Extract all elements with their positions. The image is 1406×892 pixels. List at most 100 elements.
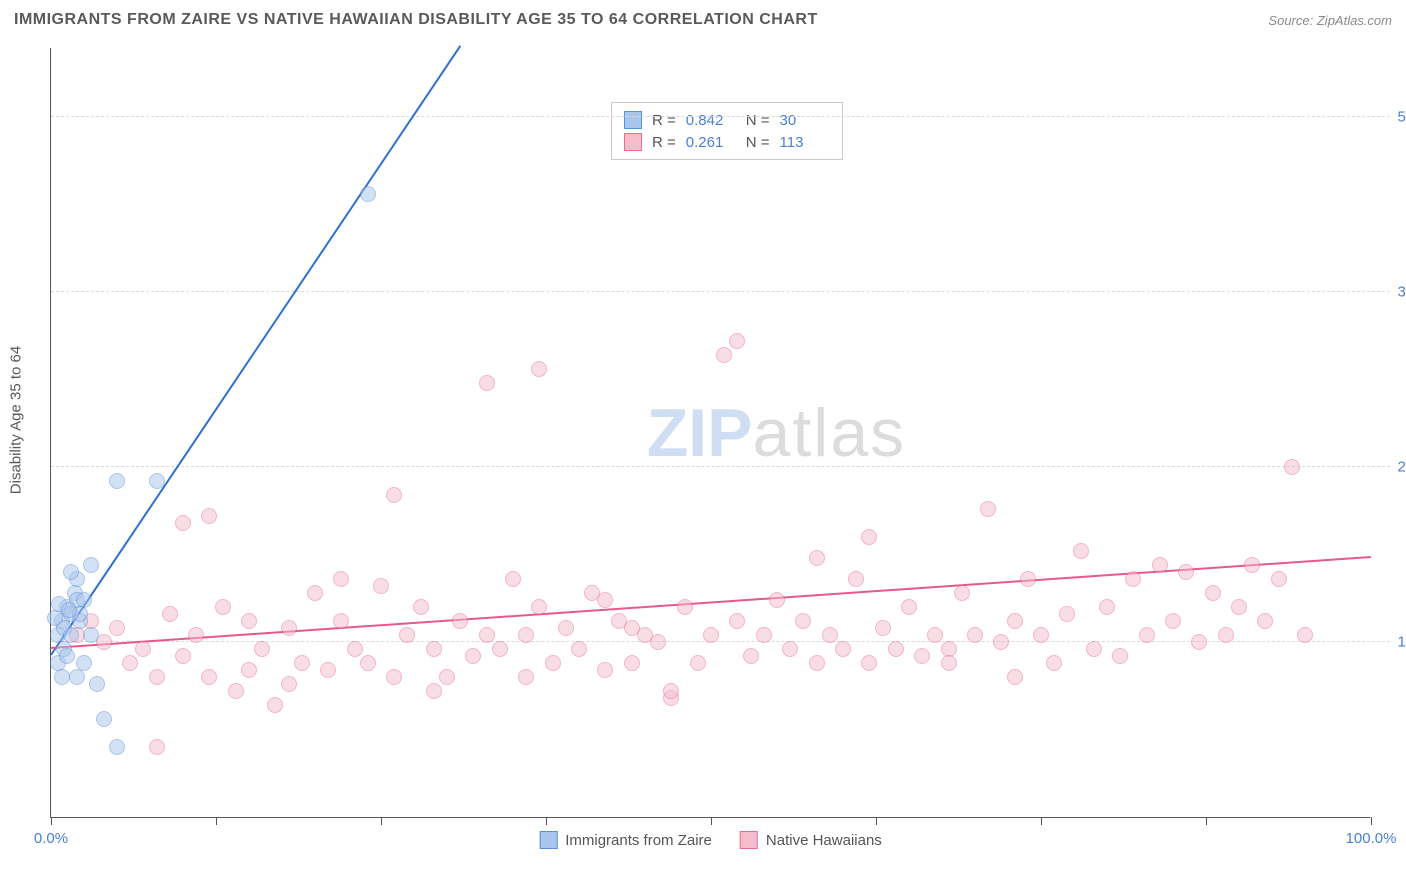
data-point	[650, 634, 666, 650]
data-point	[558, 620, 574, 636]
data-point	[888, 641, 904, 657]
data-point	[848, 571, 864, 587]
data-point	[492, 641, 508, 657]
data-point	[743, 648, 759, 664]
data-point	[254, 641, 270, 657]
data-point	[109, 739, 125, 755]
data-point	[69, 669, 85, 685]
gridline	[51, 466, 1390, 467]
data-point	[1284, 459, 1300, 475]
data-point	[83, 557, 99, 573]
data-point	[386, 669, 402, 685]
data-point	[149, 473, 165, 489]
data-point	[122, 655, 138, 671]
data-point	[531, 361, 547, 377]
data-point	[83, 627, 99, 643]
gridline	[51, 641, 1390, 642]
data-point	[201, 669, 217, 685]
data-point	[399, 627, 415, 643]
x-tick	[381, 817, 382, 825]
data-point	[901, 599, 917, 615]
x-tick	[1206, 817, 1207, 825]
data-point	[1020, 571, 1036, 587]
data-point	[307, 585, 323, 601]
data-point	[677, 599, 693, 615]
data-point	[954, 585, 970, 601]
data-point	[333, 613, 349, 629]
legend-series: Immigrants from ZaireNative Hawaiians	[539, 831, 882, 849]
data-point	[809, 655, 825, 671]
data-point	[703, 627, 719, 643]
data-point	[76, 655, 92, 671]
legend-swatch	[740, 831, 758, 849]
legend-swatch	[624, 133, 642, 151]
data-point	[1271, 571, 1287, 587]
data-point	[1086, 641, 1102, 657]
data-point	[875, 620, 891, 636]
data-point	[149, 739, 165, 755]
data-point	[1205, 585, 1221, 601]
data-point	[54, 669, 70, 685]
data-point	[241, 662, 257, 678]
data-point	[1152, 557, 1168, 573]
data-point	[347, 641, 363, 657]
data-point	[756, 627, 772, 643]
data-point	[914, 648, 930, 664]
data-point	[89, 676, 105, 692]
data-point	[386, 487, 402, 503]
y-tick-label: 12.5%	[1380, 634, 1406, 651]
data-point	[597, 662, 613, 678]
data-point	[1007, 613, 1023, 629]
data-point	[452, 613, 468, 629]
data-point	[96, 711, 112, 727]
data-point	[993, 634, 1009, 650]
legend-stat-row: R = 0.261N = 113	[624, 131, 830, 153]
data-point	[63, 627, 79, 643]
data-point	[188, 627, 204, 643]
data-point	[1218, 627, 1234, 643]
data-point	[1165, 613, 1181, 629]
x-tick	[1371, 817, 1372, 825]
data-point	[1139, 627, 1155, 643]
data-point	[465, 648, 481, 664]
data-point	[531, 599, 547, 615]
data-point	[1125, 571, 1141, 587]
data-point	[1046, 655, 1062, 671]
chart-title: IMMIGRANTS FROM ZAIRE VS NATIVE HAWAIIAN…	[14, 11, 818, 29]
data-point	[861, 529, 877, 545]
data-point	[109, 473, 125, 489]
legend-stat-row: R = 0.842N = 30	[624, 109, 830, 131]
data-point	[281, 676, 297, 692]
data-point	[294, 655, 310, 671]
data-point	[228, 683, 244, 699]
data-point	[690, 655, 706, 671]
data-point	[1033, 627, 1049, 643]
watermark: ZIPatlas	[647, 394, 906, 472]
data-point	[1191, 634, 1207, 650]
data-point	[663, 683, 679, 699]
data-point	[1099, 599, 1115, 615]
y-tick-label: 25.0%	[1380, 459, 1406, 476]
data-point	[1059, 606, 1075, 622]
data-point	[201, 508, 217, 524]
y-axis-label: Disability Age 35 to 64	[8, 346, 25, 494]
data-point	[624, 655, 640, 671]
data-point	[413, 599, 429, 615]
data-point	[333, 571, 349, 587]
data-point	[782, 641, 798, 657]
data-point	[109, 620, 125, 636]
data-point	[281, 620, 297, 636]
legend-series-item: Immigrants from Zaire	[539, 831, 712, 849]
data-point	[61, 602, 77, 618]
scatter-plot-area: ZIPatlas R = 0.842N = 30R = 0.261N = 113…	[50, 48, 1370, 818]
data-point	[215, 599, 231, 615]
data-point	[927, 627, 943, 643]
data-point	[505, 571, 521, 587]
data-point	[162, 606, 178, 622]
data-point	[624, 620, 640, 636]
data-point	[729, 613, 745, 629]
data-point	[835, 641, 851, 657]
data-point	[439, 669, 455, 685]
gridline	[51, 116, 1390, 117]
data-point	[479, 627, 495, 643]
